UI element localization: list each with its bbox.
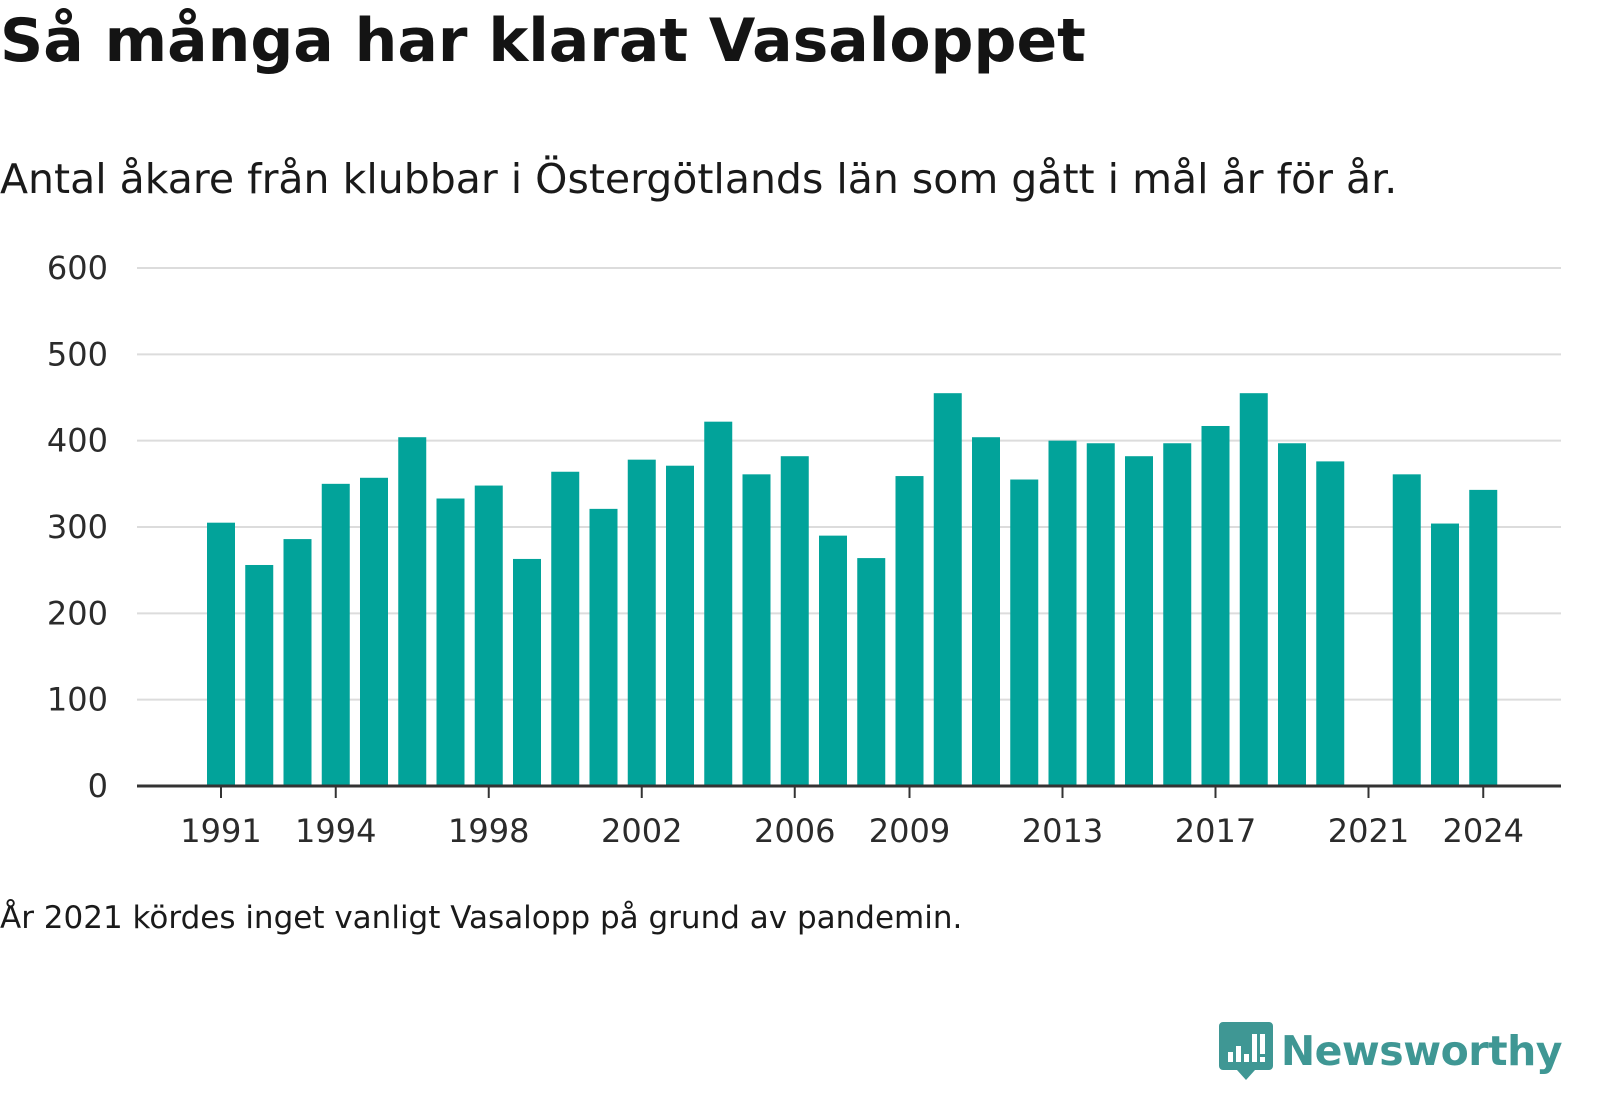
bar-2014 bbox=[1086, 443, 1115, 786]
bar-2008 bbox=[857, 558, 886, 786]
x-ticks: 1991 1994 1998 2002 2006 2009 2013 2017 2021 2024 bbox=[180, 786, 1524, 850]
footnote: År 2021 kördes inget vanligt Vasalopp på… bbox=[0, 900, 963, 936]
gridlines bbox=[137, 267, 1561, 701]
x-tick-label: 2006 bbox=[754, 812, 835, 850]
bar-2011 bbox=[972, 437, 1000, 786]
y-tick-label: 200 bbox=[47, 594, 108, 632]
bar-2016 bbox=[1163, 443, 1192, 786]
bar-2018 bbox=[1239, 393, 1268, 786]
bar-2004 bbox=[704, 421, 733, 786]
newsworthy-wordmark: Newsworthy bbox=[1280, 1027, 1563, 1075]
bar-1999 bbox=[513, 558, 541, 786]
bar-chart: 0 100 200 300 400 500 600 1991 1994 1998 2002 2006… bbox=[47, 249, 1561, 850]
x-tick-label: 2002 bbox=[601, 812, 682, 850]
x-tick-label: 1991 bbox=[180, 812, 261, 850]
x-tick-label: 1998 bbox=[448, 812, 529, 850]
bar-2022 bbox=[1392, 474, 1421, 786]
bar-2023 bbox=[1431, 523, 1459, 786]
bar-2009 bbox=[895, 476, 924, 786]
x-tick-label: 2021 bbox=[1328, 812, 1409, 850]
bar-2017 bbox=[1201, 425, 1230, 786]
y-tick-label: 600 bbox=[47, 249, 108, 287]
y-tick-label: 300 bbox=[47, 508, 108, 546]
bar-2019 bbox=[1278, 443, 1306, 786]
y-tick-label: 0 bbox=[88, 767, 108, 805]
bar-2001 bbox=[589, 508, 618, 786]
x-tick-label: 2024 bbox=[1443, 812, 1524, 850]
x-tick-label: 2017 bbox=[1175, 812, 1256, 850]
bar-2003 bbox=[666, 465, 694, 786]
y-tick-label: 400 bbox=[47, 422, 108, 460]
bar-1997 bbox=[436, 498, 465, 786]
bar-2015 bbox=[1125, 456, 1153, 786]
bar-2005 bbox=[742, 474, 771, 786]
chart-subtitle: Antal åkare från klubbar i Östergötlands… bbox=[0, 155, 1398, 203]
bar-1995 bbox=[360, 477, 388, 786]
bar-1998 bbox=[474, 485, 503, 786]
y-tick-label: 500 bbox=[47, 335, 108, 373]
x-tick-label: 2013 bbox=[1022, 812, 1103, 850]
bar-1991 bbox=[207, 522, 235, 786]
bar-2006 bbox=[780, 456, 809, 786]
bar-2002 bbox=[627, 459, 656, 786]
y-tick-labels: 0 100 200 300 400 500 600 bbox=[47, 249, 108, 805]
x-tick-label: 1994 bbox=[295, 812, 376, 850]
bar-2000 bbox=[551, 471, 580, 786]
chart-title: Så många har klarat Vasaloppet bbox=[0, 6, 1086, 76]
bar-1992 bbox=[245, 564, 274, 786]
bar-2020 bbox=[1316, 461, 1345, 786]
bar-1994 bbox=[321, 483, 350, 786]
bar-2024 bbox=[1469, 489, 1498, 786]
y-tick-label: 100 bbox=[47, 681, 108, 719]
newsworthy-logo-icon bbox=[1218, 1022, 1273, 1080]
bars bbox=[207, 393, 1498, 786]
bar-2007 bbox=[819, 535, 847, 786]
bar-2013 bbox=[1048, 440, 1077, 786]
newsworthy-logo: Newsworthy bbox=[1218, 1020, 1563, 1082]
bar-2012 bbox=[1010, 479, 1039, 786]
bar-1993 bbox=[283, 539, 312, 786]
x-tick-label: 2009 bbox=[869, 812, 950, 850]
bar-1996 bbox=[398, 437, 427, 786]
bar-2010 bbox=[933, 393, 962, 786]
